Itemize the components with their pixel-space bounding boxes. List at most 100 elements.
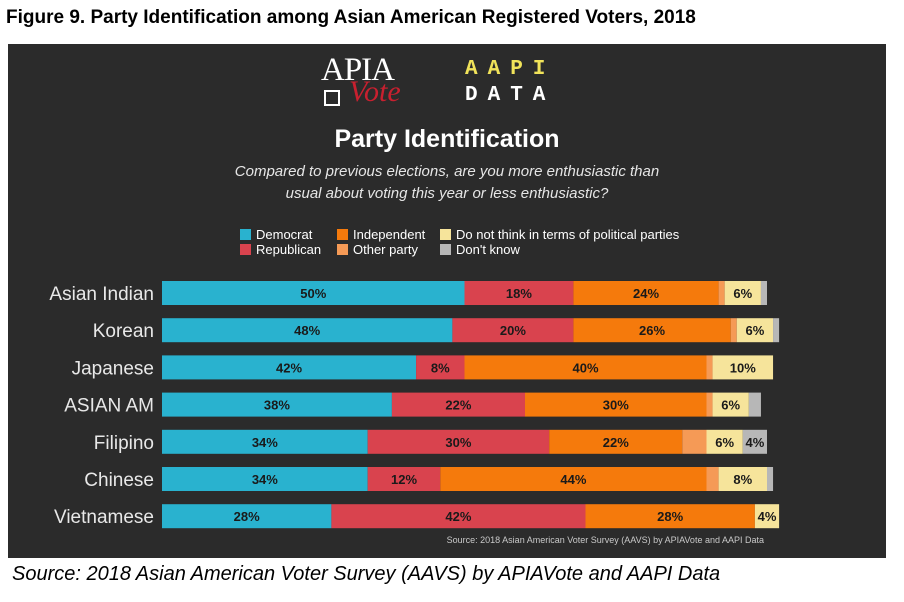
apia-logo-text: APIA [321, 52, 395, 88]
legend-swatch-other-party [337, 244, 348, 255]
bar-no-parties-asian-am [712, 392, 749, 417]
bar-democrat-vietnamese [162, 504, 332, 529]
bar-dont-know-asian-am [748, 392, 761, 417]
figure-title: Figure 9. Party Identification among Asi… [6, 7, 696, 28]
bar-no-parties-filipino [706, 429, 743, 454]
data-label-republican-korean: 20% [500, 323, 526, 338]
bar-republican-korean [452, 318, 574, 343]
bar-no-parties-japanese [712, 355, 774, 380]
data-label-independent-japanese: 40% [572, 360, 598, 375]
bar-other-party-asian-indian [718, 281, 725, 305]
data-label-democrat-asian-am: 38% [264, 398, 290, 413]
bar-other-party-japanese [706, 355, 713, 380]
data-label-democrat-korean: 48% [294, 323, 320, 338]
inner-source-note: Source: 2018 Asian American Voter Survey… [446, 535, 764, 545]
checkbox-icon [324, 90, 340, 106]
subtitle-line-2: usual about voting this year or less ent… [285, 185, 609, 202]
bar-democrat-japanese [162, 355, 417, 380]
data-label-no-parties-vietnamese: 4% [758, 509, 777, 524]
data-label-no-parties-chinese: 8% [733, 472, 752, 487]
aapi-data-logo: AAPI DATA [463, 56, 568, 110]
subtitle-line-1: Compared to previous elections, are you … [234, 163, 660, 180]
bar-independent-japanese [464, 355, 707, 380]
stacked-bar-chart: Asian Indian 50% 18% 24% 6% Korean 48% 20% 26% 6%… [49, 281, 780, 529]
data-label-independent-vietnamese: 28% [657, 509, 683, 524]
data-label-no-parties-korean: 6% [746, 323, 765, 338]
data-label-independent-asian-am: 30% [603, 398, 629, 413]
bar-democrat-asian-am [162, 392, 392, 417]
aapi-logo-text: AAPI [465, 58, 556, 81]
bar-independent-filipino [549, 429, 683, 454]
data-label-independent-chinese: 44% [560, 472, 586, 487]
bar-republican-japanese [416, 355, 465, 380]
data-label-republican-vietnamese: 42% [445, 509, 471, 524]
bar-independent-chinese [440, 467, 707, 491]
data-label-democrat-asian-indian: 50% [300, 286, 326, 301]
data-label-republican-asian-indian: 18% [506, 286, 532, 301]
bar-independent-asian-am [525, 392, 707, 417]
legend-swatch-no-parties [440, 229, 451, 240]
data-label-democrat-chinese: 34% [252, 472, 278, 487]
bar-democrat-chinese [162, 467, 368, 491]
legend-swatch-democrat [240, 229, 251, 240]
bar-independent-asian-indian [573, 281, 719, 305]
bar-other-party-asian-am [706, 392, 713, 417]
bar-democrat-korean [162, 318, 453, 343]
bar-dont-know-chinese [767, 467, 774, 491]
bar-dont-know-filipino [742, 429, 767, 454]
bar-no-parties-vietnamese [754, 504, 780, 529]
bar-republican-chinese [367, 467, 441, 491]
outer-source-note: Source: 2018 Asian American Voter Survey… [12, 563, 721, 585]
bar-dont-know-korean [773, 318, 780, 343]
category-label-vietnamese: Vietnamese [54, 507, 154, 528]
category-label-asian-indian: Asian Indian [49, 284, 154, 305]
vote-logo-text: Vote [349, 75, 401, 108]
legend-label: Democrat [256, 227, 313, 242]
data-label-no-parties-asian-indian: 6% [733, 286, 752, 301]
data-label-republican-chinese: 12% [391, 472, 417, 487]
apia-vote-logo: APIA Vote [321, 52, 421, 110]
legend-label: Other party [353, 242, 419, 257]
data-label-independent-asian-indian: 24% [633, 286, 659, 301]
bar-republican-vietnamese [331, 504, 586, 529]
data-label-no-parties-asian-am: 6% [721, 398, 740, 413]
legend-item-no-parties: Do not think in terms of political parti… [440, 227, 679, 243]
legend-label: Don't know [456, 242, 520, 257]
bar-no-parties-korean [736, 318, 774, 343]
legend-swatch-dont-know [440, 244, 451, 255]
legend-item-other-party: Other party [337, 242, 418, 258]
category-label-korean: Korean [93, 321, 154, 342]
data-label-democrat-vietnamese: 28% [234, 509, 260, 524]
legend-swatch-republican [240, 244, 251, 255]
legend-item-independent: Independent [337, 227, 425, 243]
category-label-asian-am: ASIAN AM [64, 396, 154, 417]
data-label-independent-filipino: 22% [603, 435, 629, 450]
category-label-chinese: Chinese [84, 470, 154, 491]
data-label-republican-japanese: 8% [431, 360, 450, 375]
bar-other-party-korean [730, 318, 737, 343]
legend-swatch-independent [337, 229, 348, 240]
data-label-independent-korean: 26% [639, 323, 665, 338]
bar-democrat-filipino [162, 429, 368, 454]
category-label-filipino: Filipino [94, 433, 154, 454]
bar-other-party-chinese [706, 467, 719, 491]
data-label-democrat-japanese: 42% [276, 360, 302, 375]
legend-label: Independent [353, 227, 426, 242]
bar-no-parties-chinese [718, 467, 767, 491]
bar-other-party-filipino [682, 429, 707, 454]
data-label-republican-filipino: 30% [445, 435, 471, 450]
data-logo-text: DATA [465, 84, 556, 107]
data-label-no-parties-filipino: 6% [715, 435, 734, 450]
data-label-no-parties-japanese: 10% [730, 360, 756, 375]
data-label-dont-know-filipino: 4% [746, 435, 765, 450]
legend-item-dont-know: Don't know [440, 242, 520, 258]
bar-independent-vietnamese [585, 504, 755, 529]
bar-republican-filipino [367, 429, 550, 454]
chart-title: Party Identification [334, 125, 560, 153]
legend-label: Republican [256, 242, 322, 257]
bar-democrat-asian-indian [162, 281, 465, 305]
category-label-japanese: Japanese [72, 358, 154, 379]
bar-independent-korean [573, 318, 731, 343]
bar-republican-asian-indian [464, 281, 574, 305]
legend-item-democrat: Democrat [240, 227, 312, 243]
